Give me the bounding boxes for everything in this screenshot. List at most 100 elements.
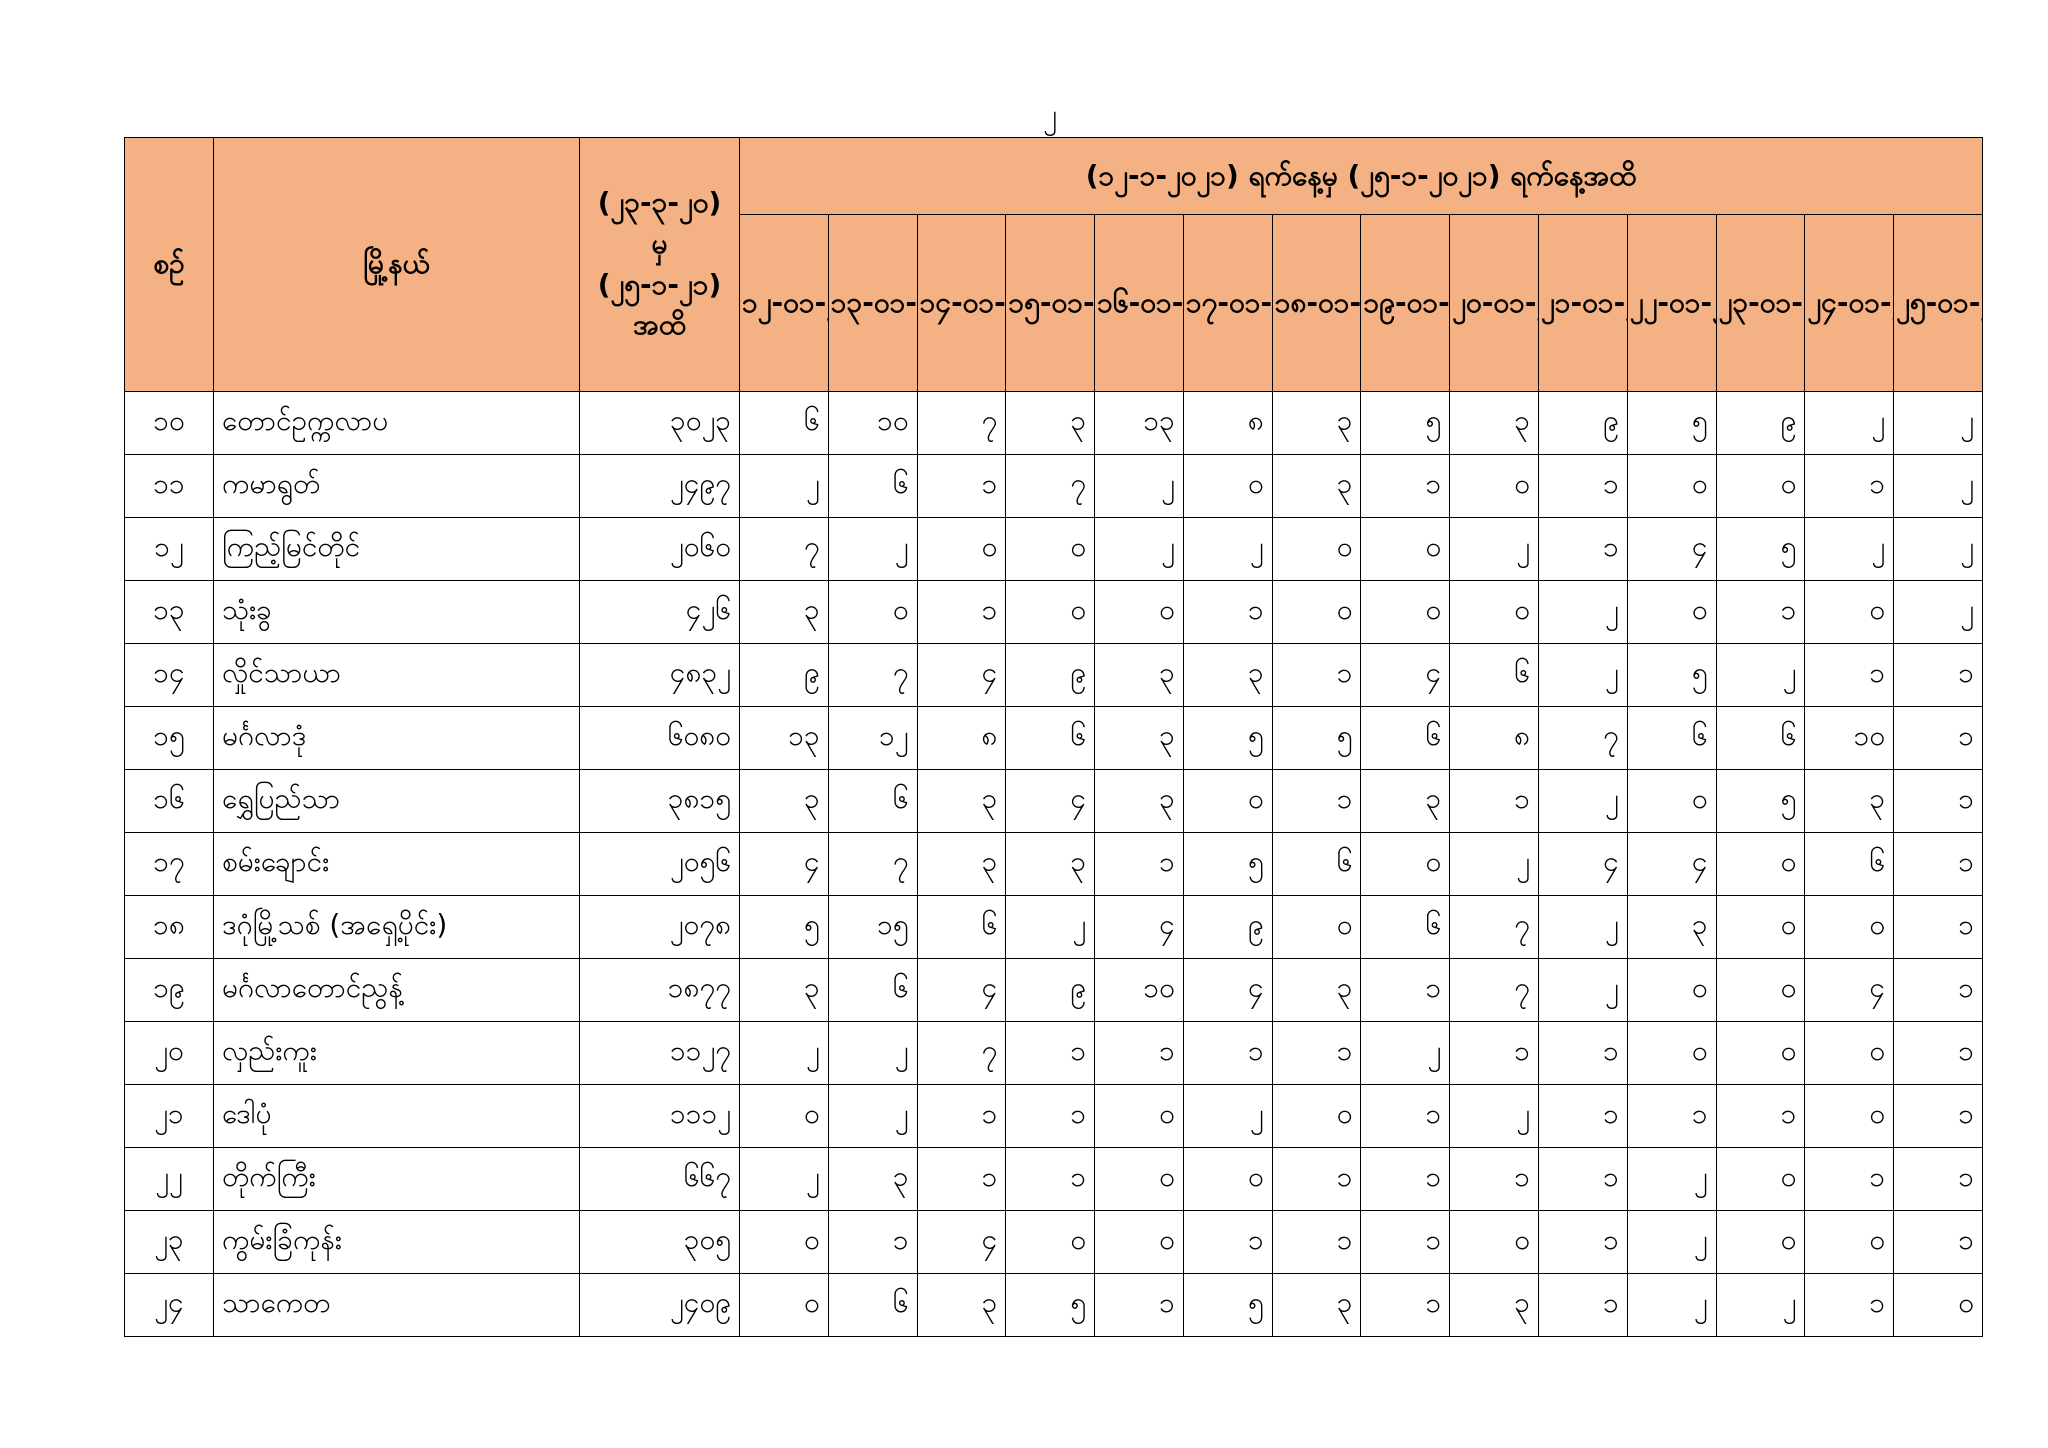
daily-cases: ၆ (827, 454, 918, 518)
table-row: ၁၇ စမ်းချောင်း ၂၀၅၆၄၇၃၃၁၅၆၀၂၄၄၀၆၁ (124, 832, 1983, 896)
daily-cases: ၁ (1449, 1021, 1540, 1085)
daily-cases: ၀ (1094, 580, 1184, 644)
daily-cases: ၃ (1271, 391, 1362, 455)
daily-cases: ၀ (1449, 1210, 1540, 1274)
daily-cases: ၀ (739, 1210, 829, 1274)
daily-cases: ၅ (1626, 391, 1717, 455)
daily-cases: ၀ (1804, 1084, 1895, 1148)
page-number: ၂ (1043, 98, 1057, 131)
daily-cases: ၄ (1626, 832, 1717, 896)
daily-cases: ၁ (1271, 1147, 1362, 1211)
daily-cases: ၂ (1893, 580, 1983, 644)
daily-cases: ၁ (1182, 580, 1273, 644)
table-row: ၁၅ မင်္ဂလာဒုံ ၆၀၈၀ ၁၃ ၁၂၈၆၃၅၅၆၈၇၆၆၁၀၁ (124, 706, 1983, 770)
daily-cases: ၄ (1182, 958, 1273, 1022)
daily-cases: ၃ (739, 580, 829, 644)
daily-cases: ၂ (1626, 1273, 1717, 1337)
daily-cases: ၀ (1715, 958, 1806, 1022)
daily-cases: ၆ (916, 895, 1007, 959)
daily-cases: ၅ (739, 895, 829, 959)
township-name: စမ်းချောင်း (213, 832, 580, 896)
daily-cases: ၁ (1804, 1147, 1895, 1211)
total-cases: ၃၈၁၅ (579, 769, 740, 833)
daily-cases: ၁၃ (1094, 391, 1184, 455)
header-date: ၂၄-၀၁-၂၁ (1804, 214, 1895, 392)
daily-cases: ၃ (1094, 769, 1184, 833)
header-date: ၁၆-၀၁-၂၁ (1094, 214, 1184, 392)
township-name: တောင်ဥက္ကလာပ (213, 391, 580, 455)
header-date: ၂၀-၀၁-၂၁ (1449, 214, 1540, 392)
total-cases: ၁၈၇၇ (579, 958, 740, 1022)
daily-cases: ၂ (739, 1147, 829, 1211)
daily-cases: ၁ (1094, 1021, 1184, 1085)
row-number: ၂၃ (124, 1210, 214, 1274)
row-number: ၁၅ (124, 706, 214, 770)
daily-cases: ၀ (1271, 895, 1362, 959)
table-row: ၁၆ ရွှေပြည်သာ ၃၈၁၅၃၆၃၄၃၀၁၃၁၂၀၅၃၁ (124, 769, 1983, 833)
daily-cases: ၃ (916, 832, 1007, 896)
total-cases: ၁၁၂၇ (579, 1021, 740, 1085)
daily-cases: ၇ (916, 391, 1007, 455)
daily-cases: ၀ (1094, 1084, 1184, 1148)
daily-cases: ၀ (1271, 517, 1362, 581)
daily-cases: ၃ (1005, 391, 1096, 455)
table-row: ၂၄ သာကေတ ၂၄၀၉၀၆၃၅၁၅၃၁၃၁၂၂၁၀ (124, 1273, 1983, 1337)
daily-cases: ၃ (1182, 643, 1273, 707)
daily-cases: ၁၅ (827, 895, 918, 959)
table-row: ၁၄ လှိုင်သာယာ ၄၈၃၂၉၇၄၉၃၃၁၄၆၂၅၂၁၁ (124, 643, 1983, 707)
daily-cases: ၁ (1360, 1084, 1451, 1148)
daily-cases: ၂ (827, 1021, 918, 1085)
daily-cases: ၅ (1182, 1273, 1273, 1337)
daily-cases: ၀ (1715, 1147, 1806, 1211)
row-number: ၁၁ (124, 454, 214, 518)
daily-cases: ၂ (827, 1084, 918, 1148)
daily-cases: ၀ (1804, 1021, 1895, 1085)
daily-cases: ၀ (1182, 1147, 1273, 1211)
daily-cases: ၂ (1893, 454, 1983, 518)
daily-cases: ၀ (1715, 454, 1806, 518)
daily-cases: ၀ (1094, 1210, 1184, 1274)
daily-cases: ၀ (739, 1273, 829, 1337)
daily-cases: ၀ (1449, 454, 1540, 518)
daily-cases: ၁ (1893, 895, 1983, 959)
township-name: မင်္ဂလာဒုံ (213, 706, 580, 770)
daily-cases: ၀ (827, 580, 918, 644)
daily-cases: ၁ (1893, 1084, 1983, 1148)
daily-cases: ၀ (916, 517, 1007, 581)
daily-cases: ၁ (827, 1210, 918, 1274)
daily-cases: ၆ (1360, 706, 1451, 770)
daily-cases: ၂ (1182, 1084, 1273, 1148)
daily-cases: ၂ (1538, 769, 1628, 833)
header-date: ၁၉-၀၁-၂၁ (1360, 214, 1451, 392)
table-row: ၁၈ ဒဂုံမြို့သစ် (အရှေ့ပိုင်း) ၂၀၇၈၅၁၅၆၂၄၉၀… (124, 895, 1983, 959)
table-row: ၁၂ ကြည့်မြင်တိုင် ၂၀၆၀၇၂၀၀၂၂၀၀၂၁၄၅၂၂ (124, 517, 1983, 581)
daily-cases: ၂ (1094, 454, 1184, 518)
daily-cases: ၇ (1449, 958, 1540, 1022)
daily-cases: ၀ (1449, 580, 1540, 644)
daily-cases: ၁ (1893, 958, 1983, 1022)
daily-cases: ၀ (739, 1084, 829, 1148)
daily-cases: ၉ (1538, 391, 1628, 455)
daily-cases: ၂ (1538, 958, 1628, 1022)
daily-cases: ၀ (1182, 454, 1273, 518)
table-row: ၂၁ ဒေါပုံ ၁၁၁၂၀၂၁၁၀၂၀၁၂၁၁၁၀၁ (124, 1084, 1983, 1148)
daily-cases: ၃ (916, 769, 1007, 833)
daily-cases: ၂ (1538, 643, 1628, 707)
township-name: သာကေတ (213, 1273, 580, 1337)
daily-cases: ၂ (1804, 517, 1895, 581)
daily-cases: ၁ (916, 1147, 1007, 1211)
daily-cases: ၁ (1626, 1084, 1717, 1148)
daily-cases: ၀ (1804, 895, 1895, 959)
row-number: ၁၆ (124, 769, 214, 833)
total-cases: ၃၀၅ (579, 1210, 740, 1274)
daily-cases: ၆ (1626, 706, 1717, 770)
daily-cases: ၂ (1538, 895, 1628, 959)
daily-cases: ၀ (1005, 1210, 1096, 1274)
total-cases: ၄၈၃၂ (579, 643, 740, 707)
daily-cases: ၂ (1449, 1084, 1540, 1148)
total-cases: ၂၀၇၈ (579, 895, 740, 959)
row-number: ၂၄ (124, 1273, 214, 1337)
daily-cases: ၇ (827, 643, 918, 707)
daily-cases: ၉ (739, 643, 829, 707)
township-name: ကြည့်မြင်တိုင် (213, 517, 580, 581)
